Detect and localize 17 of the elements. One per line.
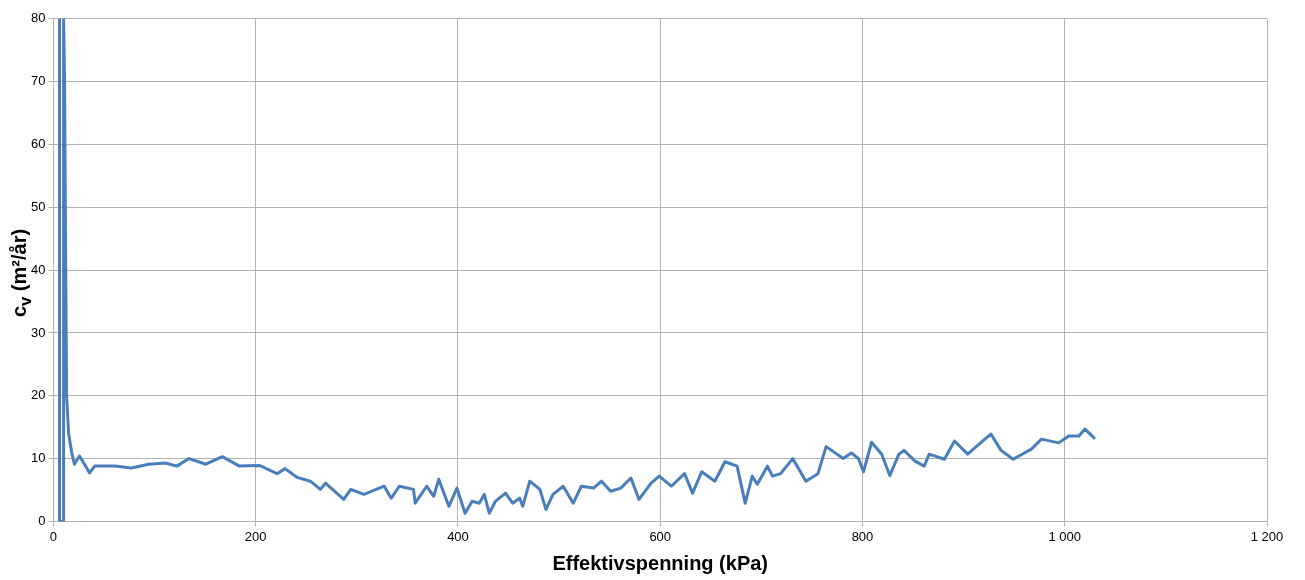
- y-tick-label: 0: [38, 512, 46, 528]
- x-tick-label: 800: [851, 528, 874, 544]
- x-axis-title: Effektivspenning (kPa): [552, 551, 769, 574]
- x-tick-label: 1 000: [1048, 528, 1082, 544]
- x-tick-label: 0: [49, 528, 58, 544]
- y-tick-label: 40: [30, 261, 46, 277]
- y-tick-label: 50: [30, 198, 46, 214]
- x-tick-label: 1 200: [1250, 528, 1284, 544]
- y-tick-label: 10: [30, 450, 46, 466]
- x-tick-label: 600: [649, 528, 672, 544]
- y-tick-label: 60: [30, 136, 46, 152]
- x-tick-label: 200: [244, 528, 267, 544]
- y-tick-label: 20: [30, 387, 46, 403]
- y-tick-label: 30: [30, 324, 46, 340]
- x-tick-label: 400: [447, 528, 469, 544]
- y-tick-label: 70: [30, 73, 46, 89]
- y-tick-label: 80: [30, 10, 46, 26]
